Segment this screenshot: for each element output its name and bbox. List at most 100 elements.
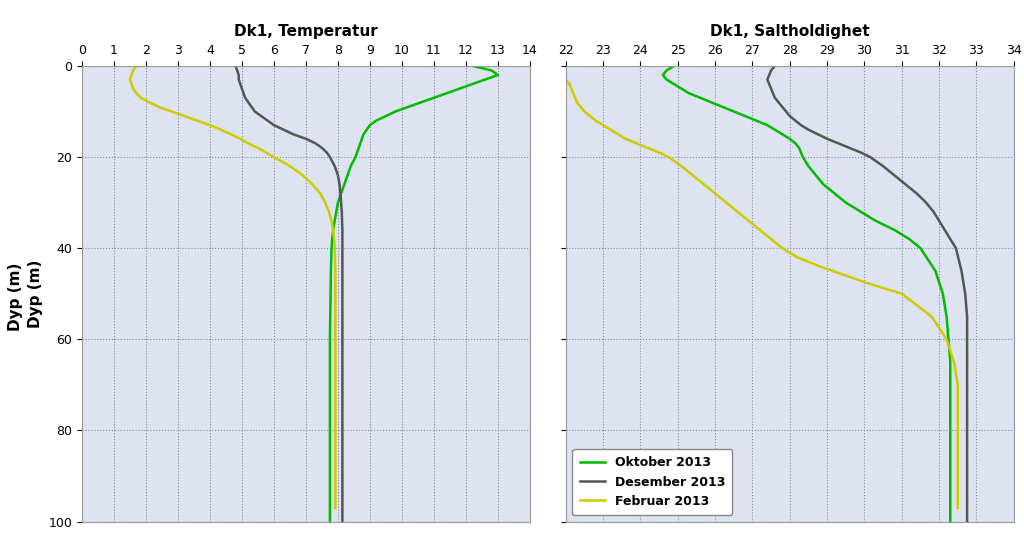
Oktober 2013 (795, 149, 807, 156)
Februar 2013 (584, 113, 596, 119)
Desember 2013 (928, 209, 940, 215)
Februar 2013 (620, 136, 632, 142)
Februar 2013 (604, 126, 616, 133)
Oktober 2013 (888, 227, 900, 233)
Februar 2013 (653, 149, 666, 156)
Oktober 2013 (942, 336, 954, 343)
Februar 2013 (574, 104, 587, 110)
Oktober 2013 (656, 72, 669, 79)
Desember 2013 (961, 358, 973, 365)
Oktober 2013 (660, 67, 673, 74)
Desember 2013 (802, 126, 814, 133)
Februar 2013 (776, 245, 788, 251)
Oktober 2013 (728, 108, 740, 115)
Desember 2013 (939, 227, 951, 233)
Oktober 2013 (944, 358, 956, 365)
Oktober 2013 (668, 63, 680, 69)
Line: Februar 2013: Februar 2013 (547, 66, 957, 508)
Februar 2013 (565, 85, 578, 92)
Februar 2013 (569, 94, 582, 101)
Februar 2013 (951, 450, 964, 456)
Desember 2013 (949, 245, 962, 251)
Oktober 2013 (706, 99, 718, 105)
Desember 2013 (833, 140, 845, 147)
Oktober 2013 (790, 140, 802, 147)
Desember 2013 (763, 81, 775, 87)
Desember 2013 (769, 63, 781, 69)
Februar 2013 (563, 81, 575, 87)
Oktober 2013 (694, 94, 707, 101)
Oktober 2013 (869, 217, 882, 224)
Oktober 2013 (944, 518, 956, 525)
Desember 2013 (877, 163, 889, 170)
Desember 2013 (855, 149, 867, 156)
Desember 2013 (769, 94, 781, 101)
Oktober 2013 (944, 382, 956, 388)
Desember 2013 (910, 190, 923, 197)
Oktober 2013 (817, 181, 829, 188)
Desember 2013 (961, 313, 973, 320)
Oktober 2013 (914, 245, 927, 251)
Oktober 2013 (676, 85, 688, 92)
Februar 2013 (590, 117, 602, 124)
Februar 2013 (642, 144, 654, 151)
Desember 2013 (961, 495, 973, 502)
Desember 2013 (864, 154, 877, 160)
Februar 2013 (765, 236, 777, 242)
Februar 2013 (697, 181, 710, 188)
Oktober 2013 (717, 104, 729, 110)
Februar 2013 (570, 99, 583, 105)
Title: Dk1, Temperatur: Dk1, Temperatur (234, 24, 378, 38)
Februar 2013 (631, 140, 643, 147)
Desember 2013 (765, 67, 777, 74)
Februar 2013 (865, 281, 878, 288)
Oktober 2013 (668, 81, 680, 87)
Desember 2013 (767, 90, 779, 97)
Februar 2013 (813, 263, 825, 270)
Februar 2013 (840, 272, 852, 279)
Desember 2013 (961, 518, 973, 525)
Desember 2013 (844, 144, 856, 151)
Februar 2013 (559, 76, 571, 83)
Desember 2013 (761, 76, 773, 83)
Title: Dk1, Saltholdighet: Dk1, Saltholdighet (710, 24, 869, 38)
Oktober 2013 (793, 144, 805, 151)
Februar 2013 (612, 131, 625, 138)
Oktober 2013 (944, 495, 956, 502)
Februar 2013 (951, 505, 964, 511)
Oktober 2013 (761, 122, 773, 128)
Desember 2013 (961, 404, 973, 411)
Oktober 2013 (944, 427, 956, 434)
Line: Desember 2013: Desember 2013 (767, 66, 967, 522)
Desember 2013 (955, 267, 968, 274)
Februar 2013 (951, 404, 964, 411)
Februar 2013 (926, 313, 938, 320)
Oktober 2013 (810, 172, 822, 178)
Februar 2013 (731, 209, 743, 215)
Oktober 2013 (855, 209, 867, 215)
Februar 2013 (940, 336, 952, 343)
Oktober 2013 (738, 113, 751, 119)
Desember 2013 (783, 113, 796, 119)
Oktober 2013 (944, 473, 956, 479)
Desember 2013 (821, 136, 834, 142)
Oktober 2013 (944, 450, 956, 456)
Februar 2013 (742, 217, 755, 224)
Februar 2013 (792, 254, 804, 261)
Oktober 2013 (828, 190, 841, 197)
Oktober 2013 (929, 267, 941, 274)
Desember 2013 (959, 290, 972, 297)
Y-axis label: Dyp (m): Dyp (m) (28, 260, 43, 328)
Februar 2013 (948, 358, 961, 365)
Februar 2013 (720, 199, 732, 206)
Oktober 2013 (937, 290, 949, 297)
Desember 2013 (763, 72, 775, 79)
Desember 2013 (795, 122, 807, 128)
Februar 2013 (541, 63, 553, 69)
Oktober 2013 (940, 313, 952, 320)
Februar 2013 (579, 108, 591, 115)
Desember 2013 (812, 131, 824, 138)
Februar 2013 (597, 122, 609, 128)
Februar 2013 (663, 154, 675, 160)
Oktober 2013 (769, 126, 781, 133)
